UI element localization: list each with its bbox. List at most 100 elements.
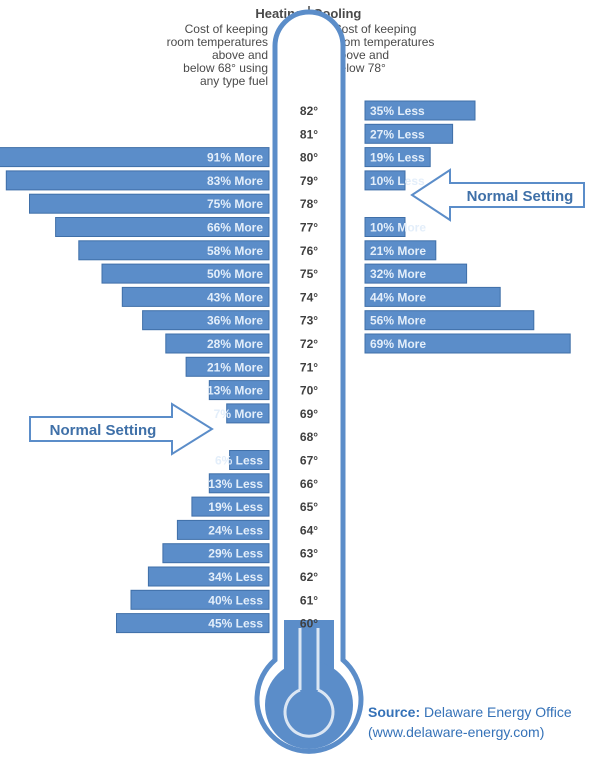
heating-bar-label: 36% More bbox=[207, 314, 263, 328]
cooling-bar-label: 44% More bbox=[370, 290, 426, 304]
heating-bar bbox=[226, 403, 270, 424]
heating-bar-label: 7% More bbox=[214, 407, 264, 421]
heating-bar bbox=[147, 566, 270, 587]
heating-bar bbox=[185, 356, 270, 377]
heating-bar-label: 43% More bbox=[207, 290, 263, 304]
heating-bar bbox=[229, 450, 270, 470]
heating-bar bbox=[121, 286, 270, 307]
thermometer-outline bbox=[254, 9, 364, 754]
heating-bar-label: 29% Less bbox=[208, 547, 263, 561]
heating-bar bbox=[116, 613, 270, 634]
heating-bar bbox=[55, 217, 270, 237]
cooling-bar-label: 56% More bbox=[370, 314, 426, 328]
heating-bar bbox=[208, 473, 270, 494]
heating-bar bbox=[101, 263, 270, 284]
cooling-description-line: below 78° bbox=[333, 61, 386, 75]
heating-bar-label: 24% Less bbox=[208, 523, 263, 537]
heating-bar bbox=[0, 147, 270, 168]
heating-description-line: any type fuel bbox=[200, 74, 268, 88]
temperature-label: 80° bbox=[300, 151, 318, 165]
temperature-label: 71° bbox=[300, 360, 318, 374]
temperature-label: 66° bbox=[300, 477, 318, 491]
cooling-bar bbox=[364, 170, 406, 191]
thermometer bbox=[254, 9, 364, 754]
heating-bar-label: 91% More bbox=[207, 151, 263, 165]
heating-description-line: below 68° using bbox=[183, 61, 268, 75]
cooling-bar bbox=[364, 123, 454, 144]
heating-bar-label: 66% More bbox=[207, 221, 263, 235]
temperature-label: 60° bbox=[300, 617, 318, 631]
cooling-bar bbox=[364, 310, 535, 331]
cooling-bar bbox=[364, 286, 501, 307]
temperature-labels: 82° 81° 80° 79° 78° 77° 76° 75° 74° 73° 72° 71° 70° 6… bbox=[300, 104, 318, 631]
temperature-label: 78° bbox=[300, 197, 318, 211]
callout-arrow-left bbox=[410, 168, 585, 222]
heating-bar-label: 28% More bbox=[207, 337, 263, 351]
temperature-label: 68° bbox=[300, 430, 318, 444]
heating-description-line: Cost of keeping bbox=[185, 22, 268, 36]
cooling-description: Cost of keeping room temperatures above … bbox=[333, 22, 434, 75]
heating-bar-label: 19% Less bbox=[208, 500, 263, 514]
heating-bars: 91% More 83% More 75% More 66% More 58% More… bbox=[0, 147, 270, 634]
heating-bar-label: 13% Less bbox=[208, 477, 263, 491]
temperature-label: 81° bbox=[300, 127, 318, 141]
temperature-label: 61° bbox=[300, 593, 318, 607]
cooling-bar bbox=[364, 217, 406, 237]
temperature-label: 73° bbox=[300, 314, 318, 328]
callout-arrow-right bbox=[29, 402, 214, 456]
heating-bar-label: 6% Less bbox=[215, 454, 263, 468]
temperature-label: 67° bbox=[300, 454, 318, 468]
heating-bar bbox=[191, 496, 270, 517]
thermometer-bulb-highlight bbox=[283, 688, 335, 738]
temperature-label: 70° bbox=[300, 384, 318, 398]
temperature-label: 63° bbox=[300, 547, 318, 561]
cooling-description-line: room temperatures bbox=[333, 35, 434, 49]
heating-bar bbox=[29, 193, 270, 214]
temperature-label: 77° bbox=[300, 221, 318, 235]
temperature-label: 69° bbox=[300, 407, 318, 421]
cooling-bar bbox=[364, 147, 431, 168]
temperature-label: 82° bbox=[300, 104, 318, 118]
heating-bar-label: 34% Less bbox=[208, 570, 263, 584]
cooling-bar bbox=[364, 100, 476, 121]
heating-description: Cost of keeping room temperatures above … bbox=[167, 22, 268, 88]
normal-setting-cooling-callout: Normal Setting bbox=[410, 168, 585, 222]
thermometer-bulb bbox=[265, 661, 353, 749]
cooling-bar-label: 10% More bbox=[370, 221, 426, 235]
cooling-bar-label: 27% Less bbox=[370, 127, 425, 141]
temperature-label: 64° bbox=[300, 523, 318, 537]
source-org: Delaware Energy Office bbox=[424, 704, 572, 720]
heating-bar bbox=[162, 543, 270, 564]
cooling-bar bbox=[364, 333, 571, 354]
heating-bar bbox=[165, 333, 270, 354]
temperature-label: 65° bbox=[300, 500, 318, 514]
temperature-label: 74° bbox=[300, 290, 318, 304]
cooling-bar bbox=[364, 240, 437, 261]
heating-bar bbox=[142, 310, 270, 331]
temperature-label: 79° bbox=[300, 174, 318, 188]
source-label: Source: bbox=[368, 704, 420, 720]
heating-description-line: above and bbox=[212, 48, 268, 62]
temperature-label: 62° bbox=[300, 570, 318, 584]
heating-description-line: room temperatures bbox=[167, 35, 268, 49]
heating-bar bbox=[208, 380, 270, 401]
cooling-bar-label: 35% Less bbox=[370, 104, 425, 118]
source-line: Source: Delaware Energy Office bbox=[368, 704, 572, 720]
normal-setting-heating-callout: Normal Setting bbox=[29, 402, 214, 456]
source-url: (www.delaware-energy.com) bbox=[368, 724, 544, 740]
heating-bar-label: 45% Less bbox=[208, 617, 263, 631]
cooling-description-line: Cost of keeping bbox=[333, 22, 416, 36]
temperature-label: 75° bbox=[300, 267, 318, 281]
temperature-label: 72° bbox=[300, 337, 318, 351]
callout-label: Normal Setting bbox=[50, 422, 157, 439]
cooling-bar-label: 19% Less bbox=[370, 151, 425, 165]
temperature-label: 76° bbox=[300, 244, 318, 258]
heating-bar bbox=[78, 240, 270, 261]
heating-bar-label: 75% More bbox=[207, 197, 263, 211]
heating-bar-label: 21% More bbox=[207, 360, 263, 374]
cooling-bar-label: 69% More bbox=[370, 337, 426, 351]
heating-bar-label: 83% More bbox=[207, 174, 263, 188]
cooling-bar bbox=[364, 263, 468, 284]
cooling-bar-label: 10% Less bbox=[370, 174, 425, 188]
